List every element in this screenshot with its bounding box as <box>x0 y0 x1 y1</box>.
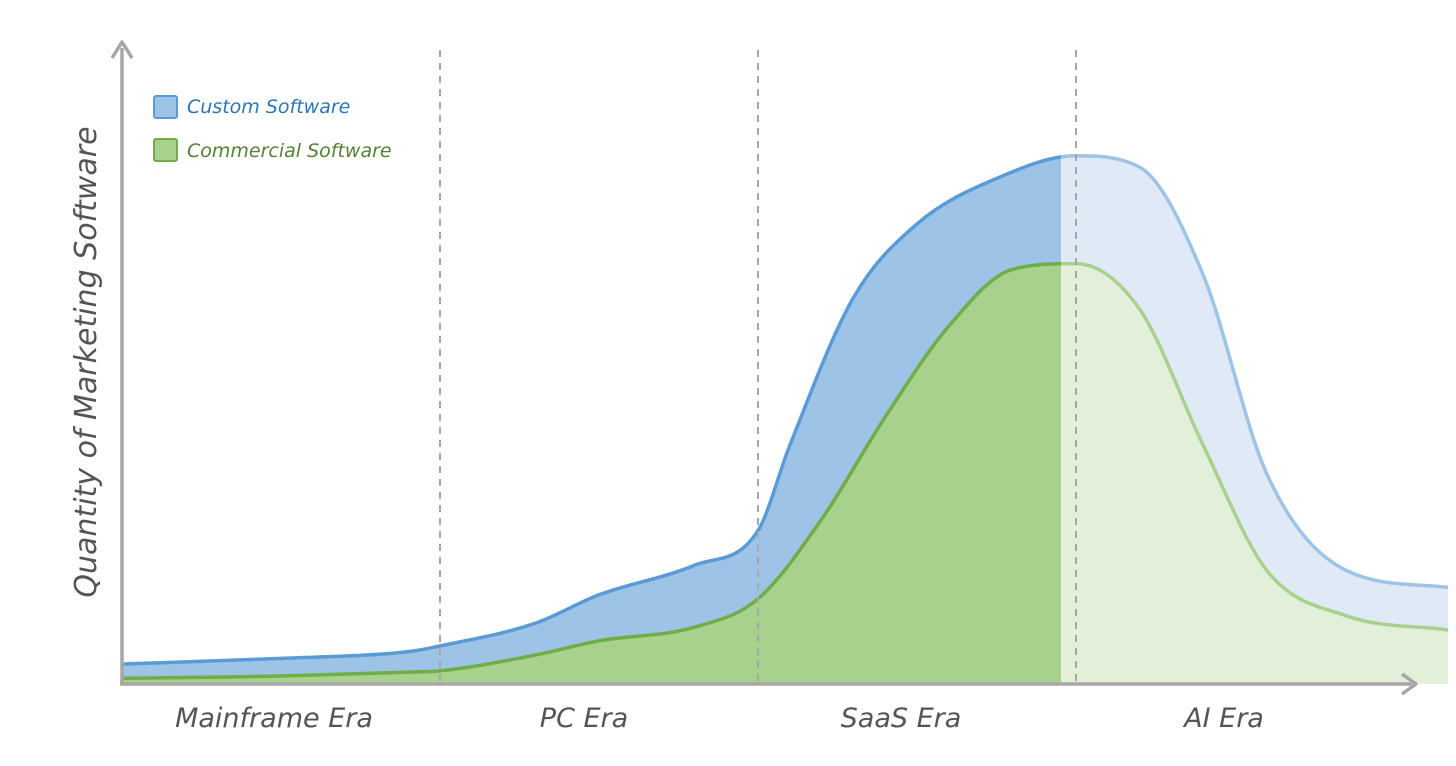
custom-software-line-projected <box>1061 154 1449 590</box>
y-axis-label: Quantity of Marketing Software <box>69 126 104 597</box>
series-areas <box>121 154 1449 684</box>
era-labels: Mainframe Era PC Era SaaS Era AI Era <box>175 703 1264 734</box>
legend-label-commercial: Commercial Software <box>187 140 392 162</box>
era-label-saas: SaaS Era <box>841 703 962 734</box>
era-label-ai: AI Era <box>1182 703 1264 734</box>
commercial-software-area-projected <box>1061 263 1449 684</box>
legend-swatch-commercial <box>153 138 178 162</box>
custom-software-line-actual <box>121 155 1061 666</box>
y-axis-arrow <box>110 40 134 59</box>
era-label-pc: PC Era <box>540 703 628 734</box>
commercial-software-area-actual <box>122 263 1061 684</box>
x-axis-arrow <box>1400 672 1418 696</box>
commercial-software-line-projected <box>1061 261 1449 632</box>
era-label-mainframe: Mainframe Era <box>175 703 373 734</box>
legend-label-custom: Custom Software <box>187 96 350 118</box>
axes <box>110 40 1418 696</box>
legend-swatch-custom <box>153 95 178 119</box>
commercial-software-line-actual <box>121 262 1061 681</box>
legend: Custom Software Commercial Software <box>153 95 392 162</box>
era-dividers <box>439 50 1077 684</box>
